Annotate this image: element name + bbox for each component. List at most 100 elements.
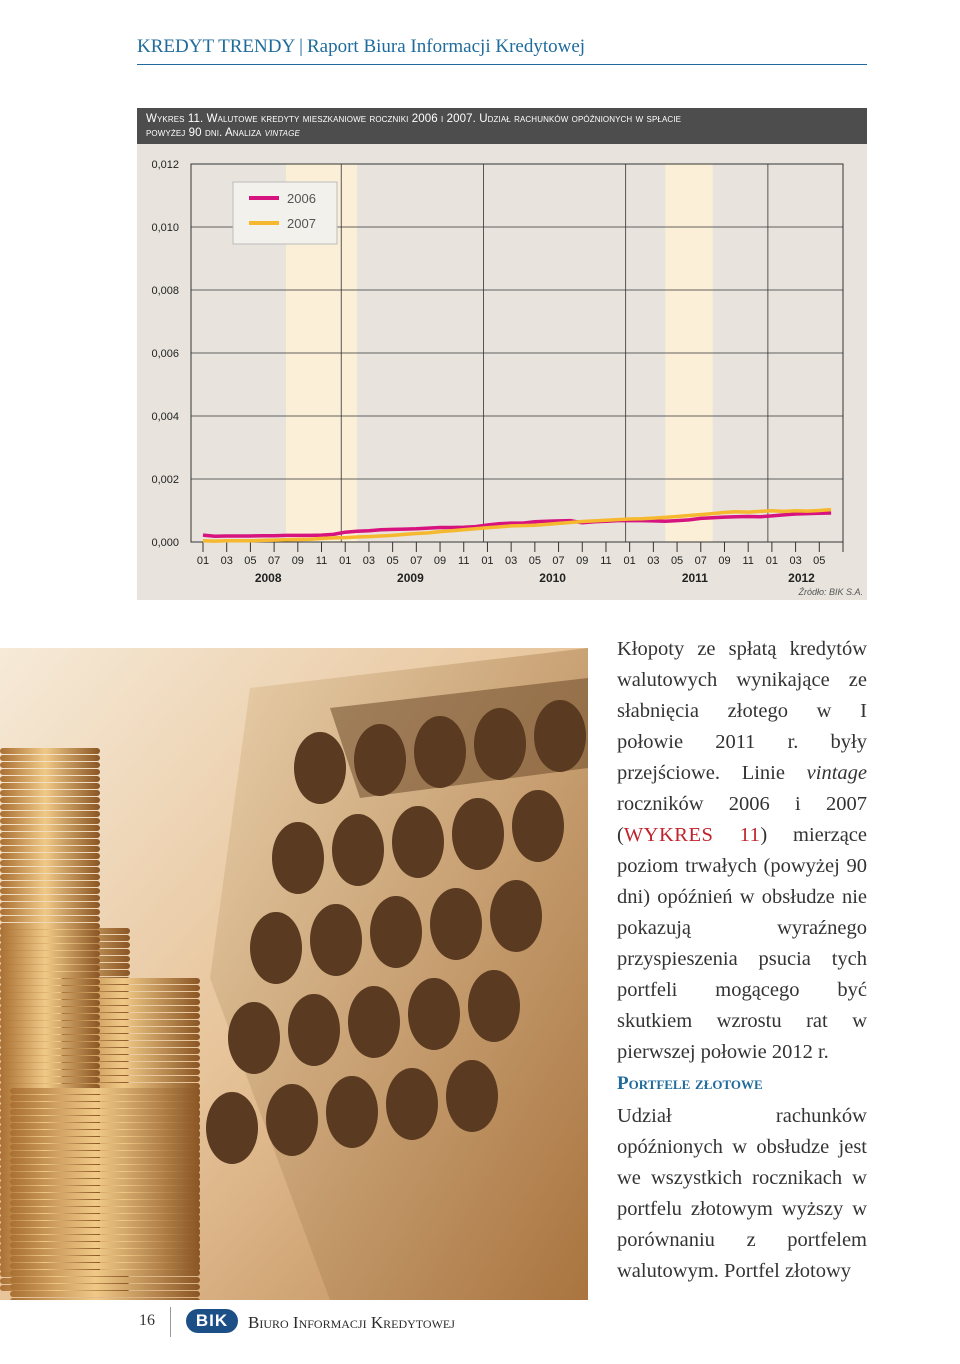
x-tick-label: 05 bbox=[813, 555, 825, 567]
p1-text-b: roczników 2006 i 2007 ( bbox=[617, 793, 867, 846]
coin bbox=[0, 1042, 100, 1048]
p1-text-a: Kłopoty ze spłatą kredytów walutowych wy… bbox=[617, 638, 867, 784]
chart-title: Wykres 11. Walutowe kredyty mieszkaniowe… bbox=[137, 108, 867, 144]
x-tick-label: 09 bbox=[434, 555, 446, 567]
x-year-label: 2012 bbox=[788, 571, 815, 585]
coin bbox=[0, 825, 100, 831]
coin bbox=[0, 930, 100, 936]
bik-logo: BIK bbox=[186, 1309, 238, 1333]
x-tick-label: 03 bbox=[221, 555, 233, 567]
calculator-coins-photo bbox=[0, 648, 588, 1300]
x-tick-label: 11 bbox=[316, 555, 327, 567]
x-tick-label: 05 bbox=[387, 555, 399, 567]
coin bbox=[10, 1249, 200, 1255]
coin bbox=[10, 1270, 200, 1276]
figure-reference[interactable]: WYKRES 11 bbox=[623, 824, 761, 846]
legend-label-2007: 2007 bbox=[287, 216, 316, 231]
x-tick-label: 07 bbox=[268, 555, 280, 567]
calculator-key bbox=[386, 1068, 438, 1140]
x-tick-label: 01 bbox=[197, 555, 209, 567]
coin bbox=[10, 1193, 200, 1199]
calculator-key bbox=[534, 700, 586, 772]
coin bbox=[0, 958, 100, 964]
coin bbox=[0, 1035, 100, 1041]
body-paragraph-1: Kłopoty ze spłatą kredytów walutowych wy… bbox=[617, 634, 867, 1068]
running-header: KREDYT TRENDY | Raport Biura Informacji Kr… bbox=[137, 36, 585, 58]
x-tick-label: 09 bbox=[292, 555, 304, 567]
coin bbox=[10, 1172, 200, 1178]
coin bbox=[0, 923, 100, 929]
x-year-label: 2010 bbox=[539, 571, 566, 585]
coin bbox=[10, 1137, 200, 1143]
coin bbox=[0, 804, 100, 810]
coin bbox=[0, 811, 100, 817]
coin bbox=[10, 1221, 200, 1227]
coin bbox=[0, 846, 100, 852]
chart-source: Źródło: BIK S.A. bbox=[798, 587, 863, 597]
calculator-key bbox=[332, 814, 384, 886]
y-tick-label: 0,002 bbox=[151, 474, 179, 486]
chart-plot: 0,000 0,002 0,004 0,006 0,008 0,010 0,012 01 03 0… bbox=[151, 159, 844, 585]
y-tick-label: 0,012 bbox=[151, 159, 179, 171]
coin bbox=[0, 986, 100, 992]
organization-name: Biuro Informacji Kredytowej bbox=[248, 1313, 455, 1332]
x-tick-label: 11 bbox=[458, 555, 469, 567]
coin bbox=[0, 1077, 100, 1083]
page-number: 16 bbox=[139, 1312, 155, 1329]
coin bbox=[10, 1088, 200, 1094]
x-tick-label: 01 bbox=[481, 555, 493, 567]
calculator-key bbox=[408, 978, 460, 1050]
calculator-key bbox=[474, 708, 526, 780]
coin bbox=[10, 1158, 200, 1164]
coin bbox=[0, 783, 100, 789]
coin bbox=[0, 769, 100, 775]
header-rule bbox=[137, 64, 867, 65]
calculator-key bbox=[348, 986, 400, 1058]
coin bbox=[0, 979, 100, 985]
calculator-key bbox=[490, 880, 542, 952]
coin bbox=[10, 1151, 200, 1157]
x-tick-label: 05 bbox=[244, 555, 256, 567]
calculator-key bbox=[468, 970, 520, 1042]
y-tick-label: 0,008 bbox=[151, 285, 179, 297]
header-separator: | bbox=[299, 36, 303, 57]
coin bbox=[0, 1070, 100, 1076]
x-tick-label: 07 bbox=[552, 555, 564, 567]
calculator-key bbox=[446, 1060, 498, 1132]
x-tick-label: 05 bbox=[529, 555, 541, 567]
calculator-key bbox=[294, 732, 346, 804]
footer-divider bbox=[170, 1307, 171, 1337]
coin bbox=[0, 1000, 100, 1006]
coin bbox=[0, 832, 100, 838]
calculator-key bbox=[272, 822, 324, 894]
coin bbox=[10, 1179, 200, 1185]
x-tick-label: 07 bbox=[410, 555, 422, 567]
report-name: Raport Biura Informacji Kredytowej bbox=[306, 36, 586, 57]
coin bbox=[0, 1014, 100, 1020]
coin bbox=[0, 818, 100, 824]
coin bbox=[0, 937, 100, 943]
section-title: Portfele złotowe bbox=[617, 1073, 763, 1094]
coin bbox=[0, 944, 100, 950]
coin bbox=[0, 1028, 100, 1034]
coin bbox=[0, 881, 100, 887]
coin bbox=[10, 1263, 200, 1269]
y-tick-label: 0,000 bbox=[151, 537, 179, 549]
coin bbox=[0, 755, 100, 761]
calculator-key bbox=[370, 896, 422, 968]
coin bbox=[10, 1207, 200, 1213]
coin bbox=[10, 1102, 200, 1108]
x-tick-label: 01 bbox=[624, 555, 636, 567]
calculator-key bbox=[288, 994, 340, 1066]
coin bbox=[10, 1123, 200, 1129]
x-year-label: 2009 bbox=[397, 571, 424, 585]
x-tick-label: 05 bbox=[671, 555, 683, 567]
coin bbox=[0, 909, 100, 915]
x-tick-label: 11 bbox=[600, 555, 611, 567]
coin bbox=[10, 1130, 200, 1136]
coin bbox=[10, 1256, 200, 1262]
coin bbox=[10, 1095, 200, 1101]
coin bbox=[10, 1214, 200, 1220]
coin bbox=[10, 1109, 200, 1115]
body-paragraph-2: Udział rachunków opóźnionych w obsłudze … bbox=[617, 1105, 867, 1282]
